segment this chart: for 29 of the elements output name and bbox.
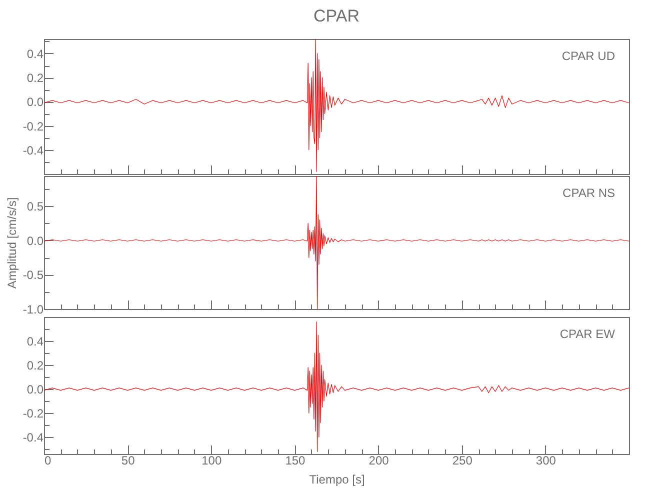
y-tick-label: 0.4 <box>26 334 44 349</box>
y-tick-label: -0.4 <box>22 430 44 445</box>
chart-title: CPAR <box>314 6 360 26</box>
x-tick-label: 0 <box>44 454 52 468</box>
y-tick-label: 0.2 <box>26 71 44 86</box>
y-axis-title: Amplitud [cm/s/s] <box>4 197 19 289</box>
x-tick-label: 100 <box>202 454 222 468</box>
y-tick-label: -0.5 <box>22 268 44 282</box>
x-tick-label: 200 <box>368 454 390 468</box>
x-tick-label: 250 <box>452 454 473 468</box>
annotation: CPAR NS <box>562 186 615 200</box>
y-tick-label: 0.2 <box>26 358 44 373</box>
line-series <box>44 322 629 452</box>
y-tick-label: -0.2 <box>22 119 44 134</box>
y-tick-label: 0.0 <box>26 234 44 248</box>
y-tick-label: -0.2 <box>22 406 44 421</box>
x-axis-title: Tiempo [s] <box>309 472 365 486</box>
line-series <box>44 39 629 172</box>
x-tick-label: 50 <box>121 454 136 468</box>
y-tick-label: -1.0 <box>22 302 44 316</box>
annotation: CPAR UD <box>562 49 616 63</box>
annotation: CPAR EW <box>560 327 616 341</box>
y-tick-label: 0.5 <box>26 200 44 214</box>
y-tick-label: -0.4 <box>22 143 44 158</box>
y-tick-label: 0.0 <box>26 382 44 397</box>
x-tick-label: 150 <box>285 454 306 468</box>
x-tick-label: 300 <box>536 454 556 468</box>
y-tick-label: 0.0 <box>26 95 44 110</box>
y-tick-label: 0.4 <box>26 46 44 61</box>
